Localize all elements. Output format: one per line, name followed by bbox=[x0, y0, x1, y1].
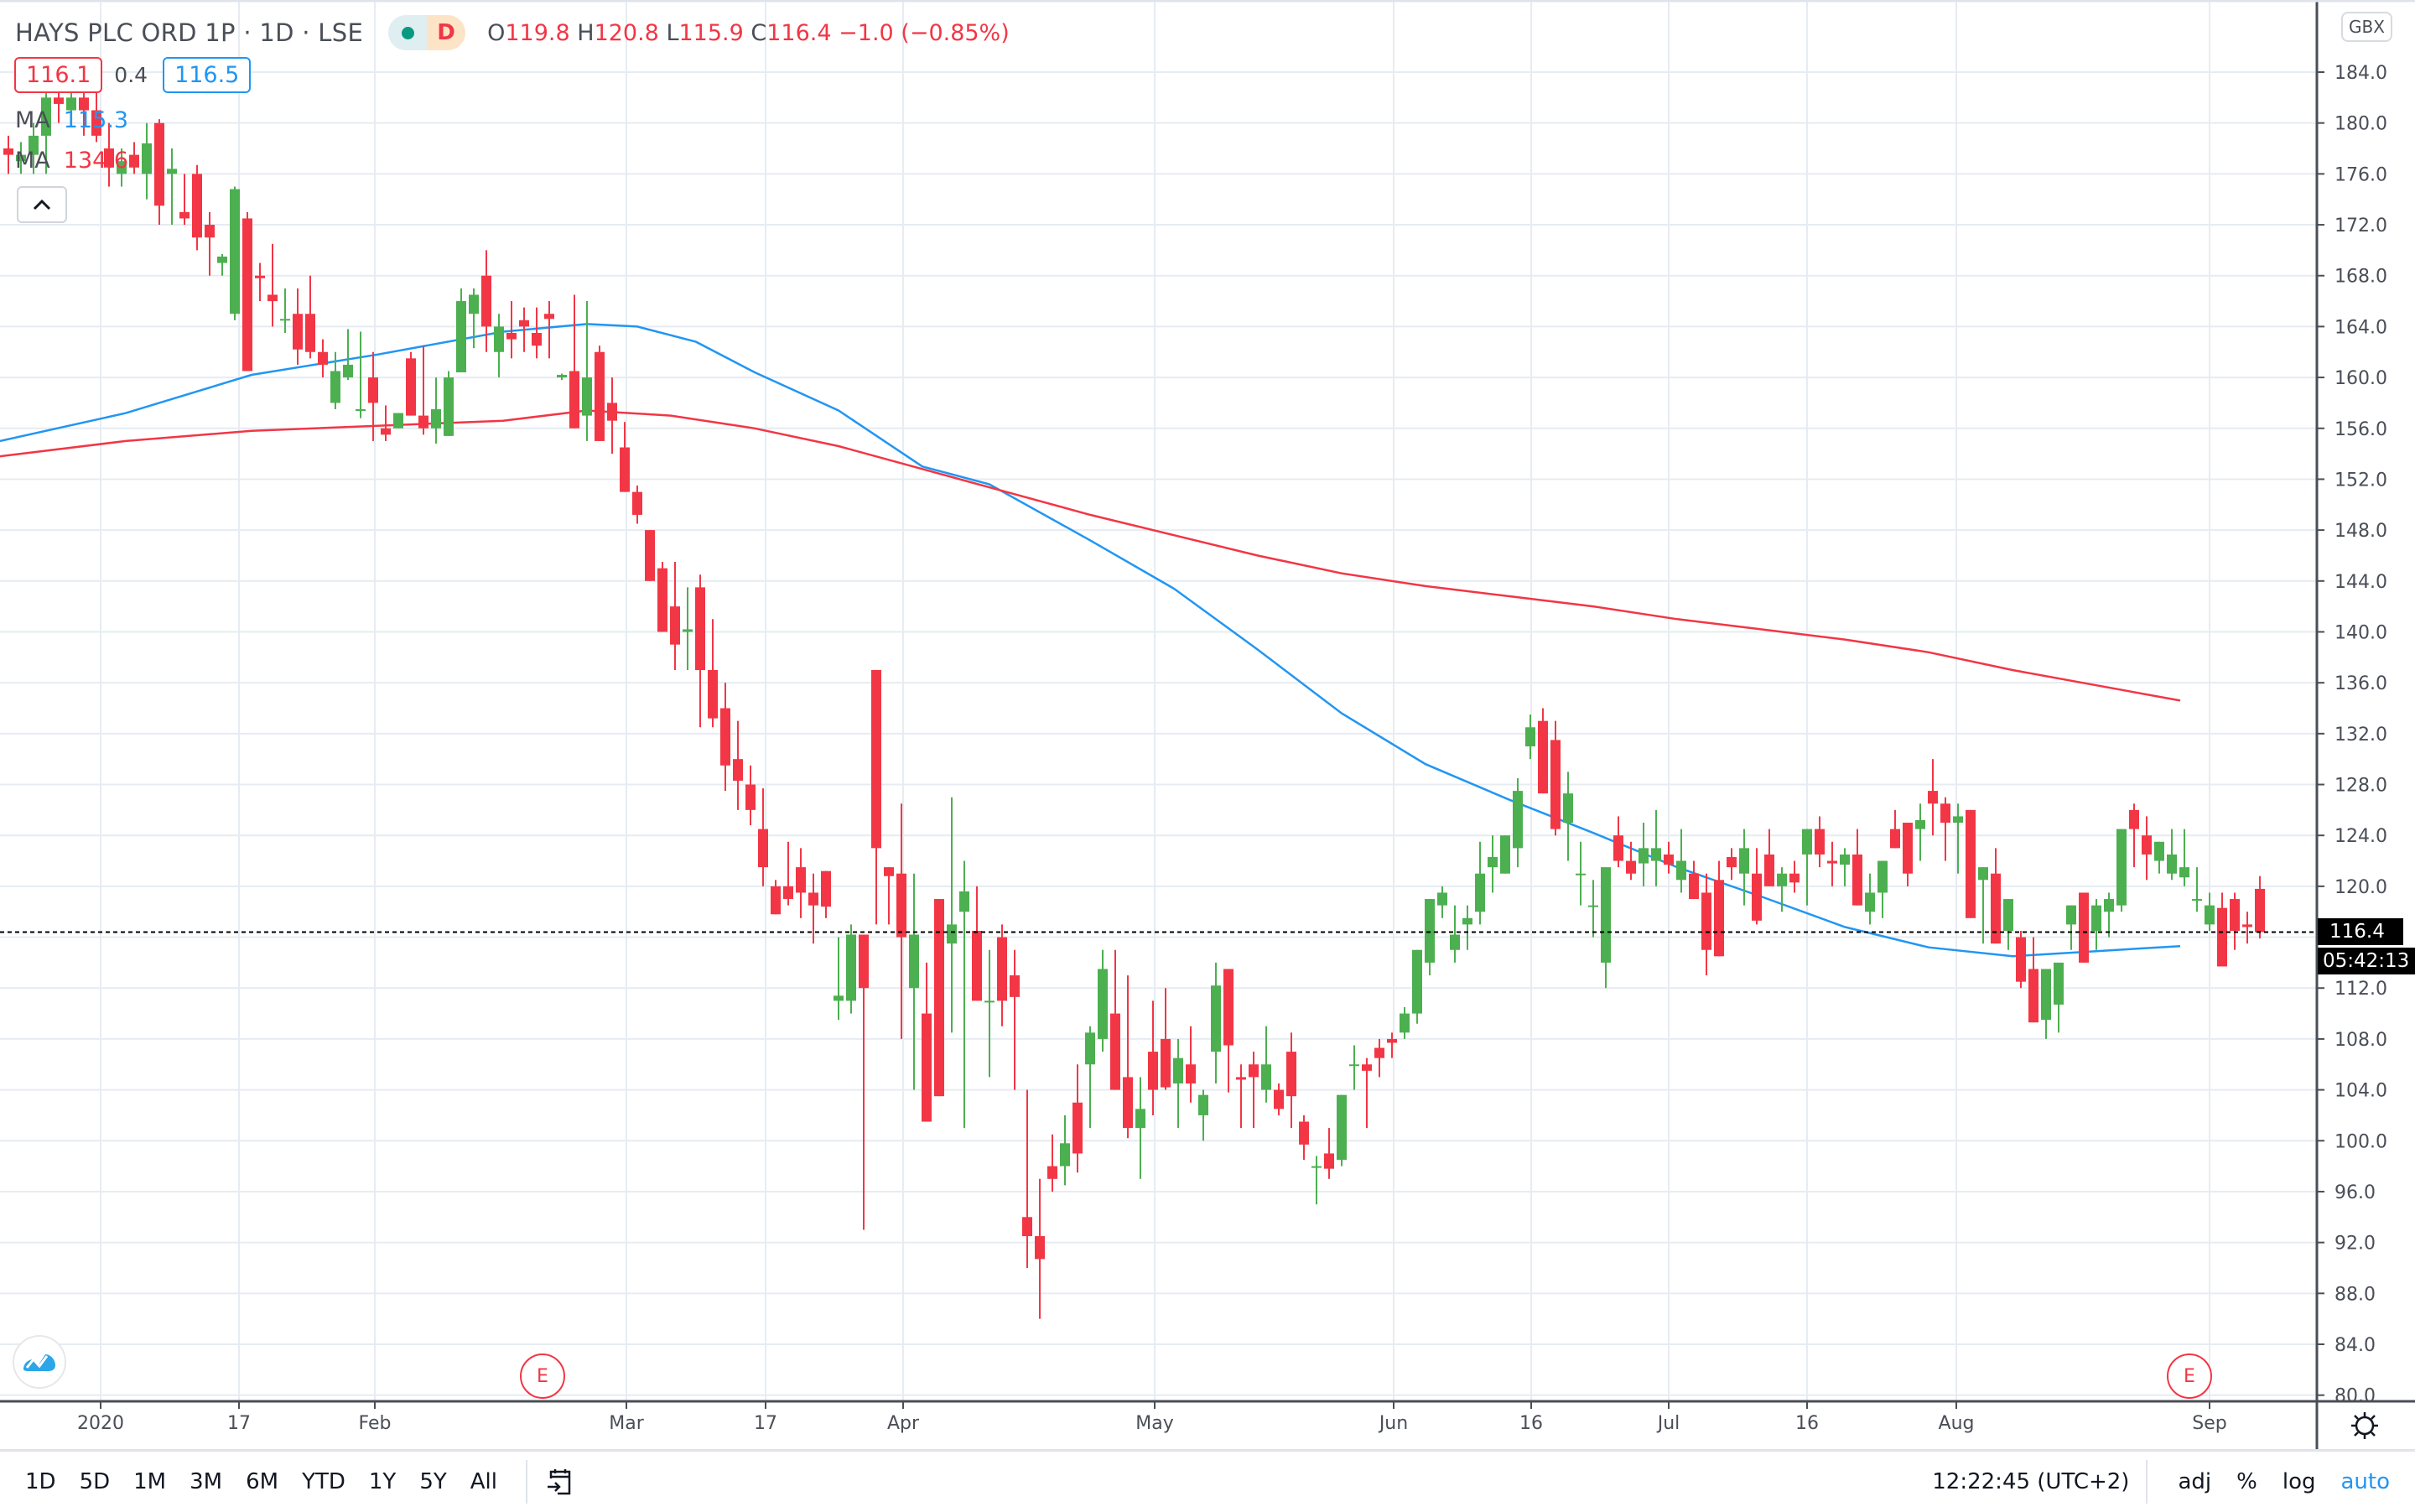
chevron-up-icon bbox=[33, 199, 51, 210]
sell-price-button[interactable]: 116.1 bbox=[14, 57, 103, 93]
price-tick-label: 112.0 bbox=[2334, 979, 2387, 1000]
price-tick-label: 84.0 bbox=[2334, 1335, 2376, 1356]
price-tick-label: 148.0 bbox=[2334, 521, 2387, 542]
price-tick-label: 104.0 bbox=[2334, 1081, 2387, 1102]
bottom-toolbar: 1D 5D 1M 3M 6M YTD 1Y 5Y All 12:22:45 (U… bbox=[0, 1449, 2415, 1512]
ohlc-values: O119.8 H120.8 L115.9 C116.4 −1.0 (−0.85%… bbox=[487, 19, 1010, 46]
market-open-dot-icon bbox=[401, 26, 414, 39]
bid-ask-panel: 116.1 0.4 116.5 bbox=[14, 57, 252, 93]
price-tick-label: 168.0 bbox=[2334, 267, 2387, 288]
earnings-marker[interactable]: E bbox=[2167, 1354, 2212, 1399]
buy-price-button[interactable]: 116.5 bbox=[163, 57, 252, 93]
price-tick-label: 108.0 bbox=[2334, 1030, 2387, 1051]
time-tick-label: May bbox=[1135, 1413, 1174, 1434]
indicator-ma-slow[interactable]: MA 134.6 bbox=[15, 148, 129, 174]
earnings-marker[interactable]: E bbox=[520, 1354, 565, 1399]
time-tick-label: 2020 bbox=[77, 1413, 124, 1434]
range-5d[interactable]: 5D bbox=[79, 1469, 111, 1494]
price-tick-label: 172.0 bbox=[2334, 216, 2387, 236]
change-value: −1.0 (−0.85%) bbox=[839, 19, 1010, 46]
timezone-clock[interactable]: 12:22:45 (UTC+2) bbox=[1932, 1469, 2130, 1494]
price-tick-label: 128.0 bbox=[2334, 776, 2387, 797]
calendar-goto-icon bbox=[547, 1469, 571, 1495]
price-tick-label: 96.0 bbox=[2334, 1182, 2376, 1203]
time-tick-label: 16 bbox=[1795, 1413, 1819, 1434]
toolbar-divider bbox=[525, 1460, 527, 1504]
ma-slow-value: 134.6 bbox=[63, 148, 129, 174]
range-ytd[interactable]: YTD bbox=[302, 1469, 345, 1494]
time-tick-label: Jul bbox=[1657, 1413, 1680, 1434]
time-tick-label: Apr bbox=[886, 1413, 920, 1434]
price-tick-label: 124.0 bbox=[2334, 826, 2387, 847]
log-scale-toggle[interactable]: log bbox=[2282, 1469, 2316, 1494]
range-all[interactable]: All bbox=[470, 1469, 497, 1494]
range-6m[interactable]: 6M bbox=[246, 1469, 279, 1494]
bar-countdown-label: 05:42:13 bbox=[2318, 948, 2415, 974]
price-tick-label: 152.0 bbox=[2334, 470, 2387, 491]
grid-lines bbox=[0, 0, 2317, 1401]
go-to-date-button[interactable] bbox=[544, 1467, 574, 1497]
percent-scale-toggle[interactable]: % bbox=[2236, 1469, 2257, 1494]
toolbar-divider bbox=[2146, 1460, 2148, 1504]
collapse-legend-button[interactable] bbox=[17, 186, 67, 223]
market-status-pill[interactable]: D bbox=[388, 15, 466, 50]
time-axis-ticks[interactable] bbox=[100, 1401, 2210, 1409]
price-tick-label: 100.0 bbox=[2334, 1131, 2387, 1152]
indicator-ma-fast[interactable]: MA 115.3 bbox=[15, 107, 129, 133]
price-tick-label: 136.0 bbox=[2334, 673, 2387, 694]
delayed-data-badge: D bbox=[427, 15, 466, 50]
auto-scale-toggle[interactable]: auto bbox=[2340, 1469, 2390, 1494]
symbol-title[interactable]: HAYS PLC ORD 1P · 1D · LSE bbox=[15, 18, 364, 47]
symbol-legend: HAYS PLC ORD 1P · 1D · LSE D O119.8 H120… bbox=[15, 12, 1010, 54]
gear-icon bbox=[2351, 1412, 2378, 1439]
range-1m[interactable]: 1M bbox=[133, 1469, 167, 1494]
price-tick-label: 132.0 bbox=[2334, 725, 2387, 746]
price-tick-label: 160.0 bbox=[2334, 368, 2387, 389]
price-tick-label: 140.0 bbox=[2334, 622, 2387, 643]
price-axis-ticks[interactable]: 184.0 180.0 176.0 172.0 168.0 164.0 160.0 156.0… bbox=[2317, 63, 2387, 1407]
price-tick-label: 80.0 bbox=[2334, 1386, 2376, 1407]
time-tick-label: Sep bbox=[2192, 1413, 2227, 1434]
candlestick-series bbox=[3, 85, 2265, 1319]
open-value: 119.8 bbox=[505, 19, 570, 46]
price-tick-label: 164.0 bbox=[2334, 317, 2387, 338]
time-tick-label: Aug bbox=[1938, 1413, 1975, 1434]
toolbar-right: 12:22:45 (UTC+2) adj % log auto bbox=[1932, 1452, 2415, 1512]
price-tick-label: 184.0 bbox=[2334, 63, 2387, 84]
price-tick-label: 88.0 bbox=[2334, 1284, 2376, 1305]
price-tick-label: 120.0 bbox=[2334, 877, 2387, 898]
range-1y[interactable]: 1Y bbox=[368, 1469, 397, 1494]
time-tick-label: Jun bbox=[1379, 1413, 1409, 1434]
price-tick-label: 144.0 bbox=[2334, 572, 2387, 593]
range-5y[interactable]: 5Y bbox=[419, 1469, 447, 1494]
price-tick-label: 180.0 bbox=[2334, 114, 2387, 135]
high-value: 120.8 bbox=[594, 19, 659, 46]
range-1d[interactable]: 1D bbox=[25, 1469, 56, 1494]
adjust-toggle[interactable]: adj bbox=[2178, 1469, 2212, 1494]
ma-fast-value: 115.3 bbox=[63, 107, 129, 133]
low-value: 115.9 bbox=[678, 19, 744, 46]
moving-average-lines bbox=[0, 323, 2181, 958]
time-tick-label: 17 bbox=[227, 1413, 251, 1434]
tradingview-logo-icon bbox=[13, 1335, 66, 1389]
price-tick-label: 156.0 bbox=[2334, 419, 2387, 440]
time-tick-label: 17 bbox=[754, 1413, 777, 1434]
spread-value: 0.4 bbox=[114, 63, 148, 87]
time-tick-label: Feb bbox=[358, 1413, 392, 1434]
close-value: 116.4 bbox=[766, 19, 832, 46]
price-tick-label: 176.0 bbox=[2334, 164, 2387, 185]
currency-label[interactable]: GBX bbox=[2341, 12, 2392, 42]
current-price-label: 116.4 bbox=[2318, 918, 2403, 945]
tradingview-logo-button[interactable] bbox=[12, 1334, 66, 1390]
price-tick-label: 92.0 bbox=[2334, 1234, 2376, 1255]
chart-settings-button[interactable] bbox=[2348, 1409, 2381, 1442]
time-tick-label: Mar bbox=[609, 1413, 644, 1434]
range-3m[interactable]: 3M bbox=[190, 1469, 223, 1494]
time-tick-label: 16 bbox=[1519, 1413, 1543, 1434]
